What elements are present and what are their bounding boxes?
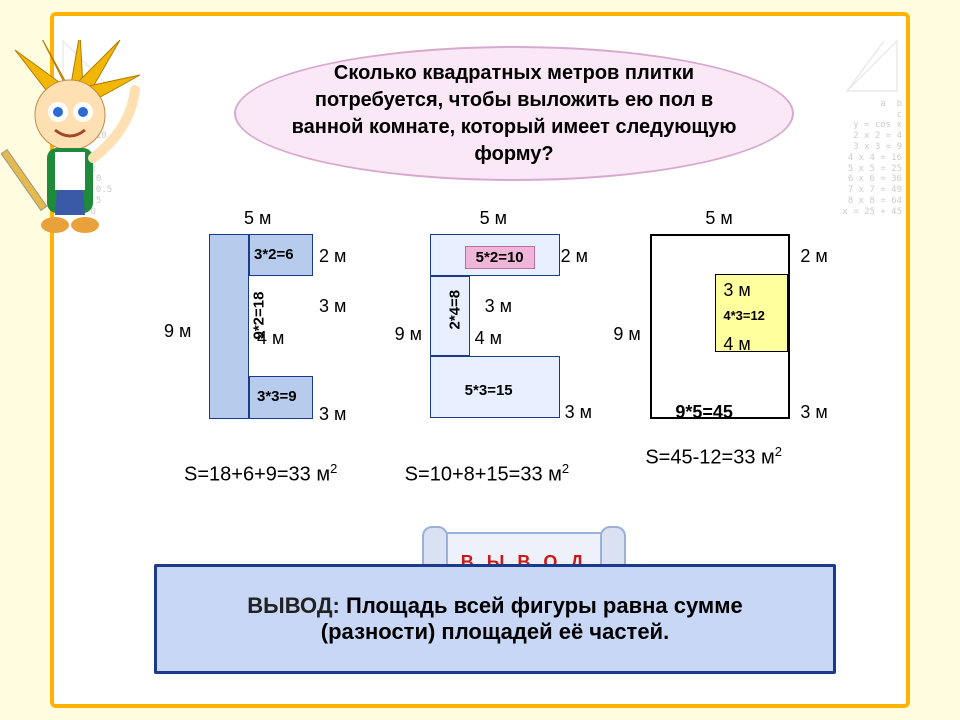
f3-r3: 3 м — [800, 402, 827, 423]
conclusion-text: Площадь всей фигуры равна сумме (разност… — [321, 593, 743, 644]
f1-calc-v: 9*2=18 — [251, 250, 268, 340]
f3-left: 9 м — [613, 324, 640, 345]
question-cloud: Сколько квадратных метров плитки потребу… — [234, 46, 794, 181]
f2-r2: 3 м — [485, 296, 512, 317]
f1-r1: 2 м — [319, 246, 346, 267]
f1-mid: 4 м — [257, 328, 284, 349]
f2-calc-v: 2*4=8 — [446, 250, 463, 330]
f1-r2: 3 м — [319, 296, 346, 317]
f3-holeH: 4 м — [723, 334, 750, 355]
f2-sum-sq: 2 — [562, 461, 569, 476]
f3-r1: 2 м — [800, 246, 827, 267]
f1-sum-text: S=18+6+9=33 м — [184, 464, 330, 486]
f2-top: 5 м — [480, 208, 507, 229]
f1-calc-t: 3*2=6 — [254, 246, 294, 263]
f2-r3: 3 м — [565, 402, 592, 423]
f3-sum-sq: 2 — [775, 444, 782, 459]
f2-calc-b: 5*3=15 — [465, 382, 513, 399]
f1-sum-sq: 2 — [330, 461, 337, 476]
figure-2: 5 м 5*2=10 2*4=8 5*3=15 2 м 3 м 4 м 9 м … — [385, 206, 616, 506]
f3-holeW: 3 м — [723, 280, 750, 301]
f3-calc-outer: 9*5=45 — [675, 402, 733, 423]
figures-row: 5 м 9*2=18 3*2=6 3*3=9 2 м 3 м 4 м 9 м 3… — [154, 206, 846, 506]
f1-top: 5 м — [244, 208, 271, 229]
conclusion-banner: ВЫВОД: Площадь всей фигуры равна сумме (… — [154, 564, 836, 674]
f3-sum: S=45-12=33 м2 — [645, 444, 782, 470]
f2-sum: S=10+8+15=33 м2 — [405, 461, 569, 487]
f2-calc-t: 5*2=10 — [465, 246, 535, 269]
f1-vert-rect — [209, 234, 249, 419]
f3-calc-hole: 4*3=12 — [723, 308, 765, 323]
f2-sum-text: S=10+8+15=33 м — [405, 464, 562, 486]
question-text: Сколько квадратных метров плитки потребу… — [286, 60, 742, 168]
f1-left: 9 м — [164, 321, 191, 342]
conclusion-label: ВЫВОД: — [247, 593, 340, 618]
figure-3: 5 м 9*5=45 4*3=12 2 м 3 м 4 м 9 м 3 м S=… — [615, 206, 846, 506]
f2-r1: 2 м — [561, 246, 588, 267]
bg-math-text-right: a b c y = cos x 2 x 2 = 4 3 x 3 = 9 4 x … — [830, 99, 902, 218]
f3-top: 5 м — [705, 208, 732, 229]
f1-r3: 3 м — [319, 404, 346, 425]
figure-1: 5 м 9*2=18 3*2=6 3*3=9 2 м 3 м 4 м 9 м 3… — [154, 206, 385, 506]
f3-sum-text: S=45-12=33 м — [645, 447, 774, 469]
f2-mid: 4 м — [475, 328, 502, 349]
f1-sum: S=18+6+9=33 м2 — [184, 461, 337, 487]
content-frame: f(x) 1 0.5 -5 0 5 10 -0.5 -1 y = 1/x 8 5… — [50, 12, 910, 708]
f2-left: 9 м — [395, 324, 422, 345]
f1-calc-b: 3*3=9 — [257, 388, 297, 405]
